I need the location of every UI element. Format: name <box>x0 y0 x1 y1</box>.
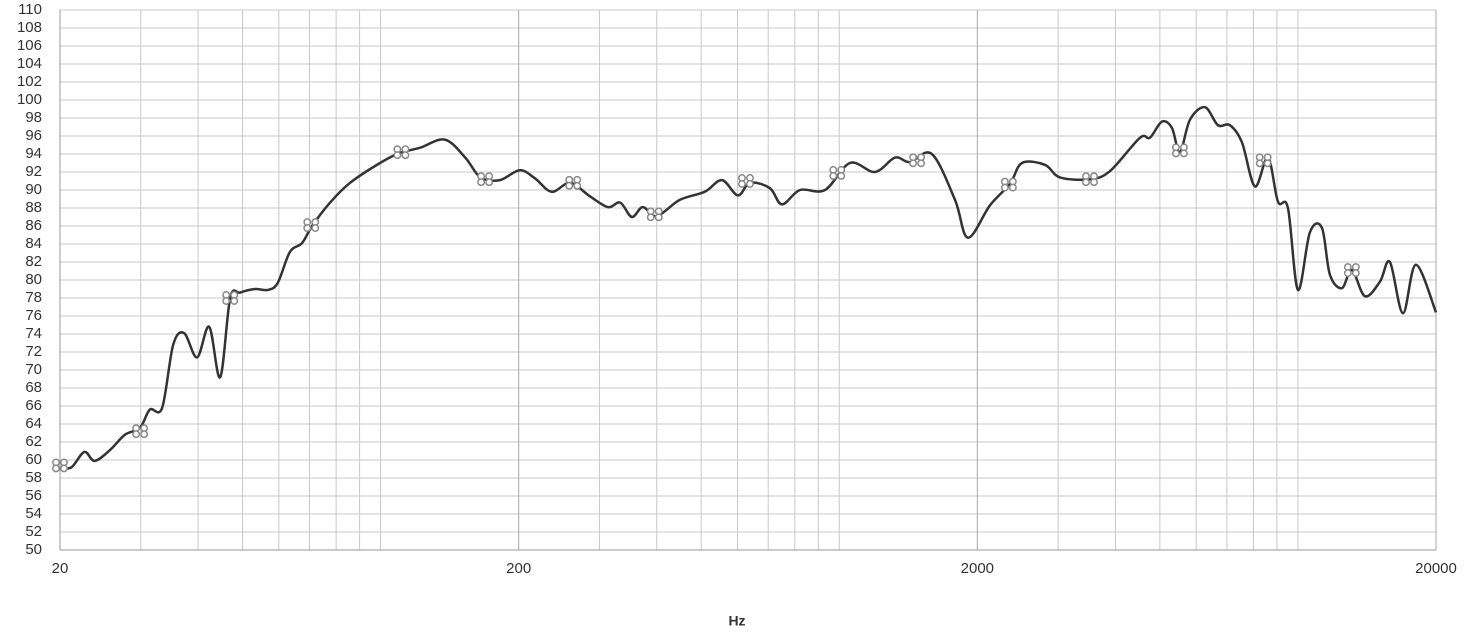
y-tick-label: 104 <box>17 55 42 72</box>
y-tick-label: 50 <box>25 541 42 558</box>
marker-part <box>311 224 320 233</box>
marker-part <box>746 180 754 188</box>
marker-part <box>401 151 410 160</box>
y-tick-label: 52 <box>25 523 42 540</box>
marker-part <box>565 181 574 190</box>
marker <box>646 207 663 222</box>
marker-part <box>738 180 746 188</box>
marker <box>829 165 846 180</box>
marker-part <box>646 213 655 222</box>
y-tick-label: 92 <box>25 163 42 180</box>
y-tick-label: 78 <box>25 289 42 306</box>
x-tick-label: 20000 <box>1415 560 1457 577</box>
y-tick-label: 64 <box>25 415 42 432</box>
marker-part <box>393 151 402 160</box>
marker-part <box>230 297 239 305</box>
marker <box>52 458 68 473</box>
marker-part <box>303 224 312 233</box>
marker <box>132 424 149 439</box>
x-tick-label: 2000 <box>961 560 994 577</box>
marker <box>565 175 582 190</box>
marker-part <box>837 171 846 180</box>
y-tick-label: 76 <box>25 307 42 324</box>
marker-part <box>573 181 582 190</box>
marker-part <box>1090 178 1098 187</box>
marker-part <box>917 159 926 168</box>
marker <box>738 174 754 188</box>
x-axis-label: Hz <box>728 613 745 629</box>
marker-part <box>1000 183 1009 192</box>
marker-part <box>1343 269 1352 278</box>
y-tick-label: 94 <box>25 145 42 162</box>
marker-part <box>1179 149 1188 158</box>
y-tick-label: 60 <box>25 451 42 468</box>
marker-part <box>60 464 68 473</box>
y-tick-label: 80 <box>25 271 42 288</box>
marker <box>222 291 239 305</box>
marker <box>1082 172 1098 187</box>
y-tick-label: 82 <box>25 253 42 270</box>
y-tick-label: 54 <box>25 505 42 522</box>
marker <box>1000 177 1017 192</box>
y-tick-label: 84 <box>25 235 42 252</box>
x-tick-label: 20 <box>52 560 69 577</box>
y-tick-label: 96 <box>25 127 42 144</box>
marker-part <box>1008 183 1017 192</box>
marker <box>1343 263 1360 278</box>
y-tick-label: 102 <box>17 73 42 90</box>
marker-part <box>1255 159 1264 168</box>
y-tick-label: 62 <box>25 433 42 450</box>
y-tick-label: 70 <box>25 361 42 378</box>
marker <box>909 153 926 168</box>
marker-part <box>132 430 141 439</box>
y-tick-label: 108 <box>17 19 42 36</box>
marker <box>1255 153 1272 168</box>
marker-part <box>1082 178 1090 187</box>
marker-part <box>829 171 838 180</box>
marker-part <box>477 178 486 187</box>
y-tick-label: 88 <box>25 199 42 216</box>
marker-part <box>909 159 918 168</box>
marker-part <box>1263 159 1272 168</box>
marker <box>393 145 410 160</box>
x-tick-label: 200 <box>506 560 531 577</box>
y-tick-label: 86 <box>25 217 42 234</box>
response-line <box>59 105 1438 470</box>
y-tick-label: 106 <box>17 37 42 54</box>
marker <box>477 172 494 187</box>
y-tick-label: 58 <box>25 469 42 486</box>
marker-part <box>52 464 60 473</box>
y-tick-label: 74 <box>25 325 42 342</box>
y-tick-label: 56 <box>25 487 42 504</box>
marker-part <box>654 213 663 222</box>
marker-part <box>1171 149 1180 158</box>
marker-part <box>485 178 494 187</box>
y-tick-label: 98 <box>25 109 42 126</box>
marker <box>1171 143 1188 158</box>
y-tick-label: 68 <box>25 379 42 396</box>
y-tick-label: 100 <box>17 91 42 108</box>
marker <box>303 218 320 233</box>
marker-part <box>222 297 231 305</box>
marker-part <box>1351 269 1360 278</box>
marker-part <box>140 430 149 439</box>
y-tick-label: 66 <box>25 397 42 414</box>
y-tick-label: 72 <box>25 343 42 360</box>
y-tick-label: 110 <box>18 1 42 18</box>
y-tick-label: 90 <box>25 181 42 198</box>
